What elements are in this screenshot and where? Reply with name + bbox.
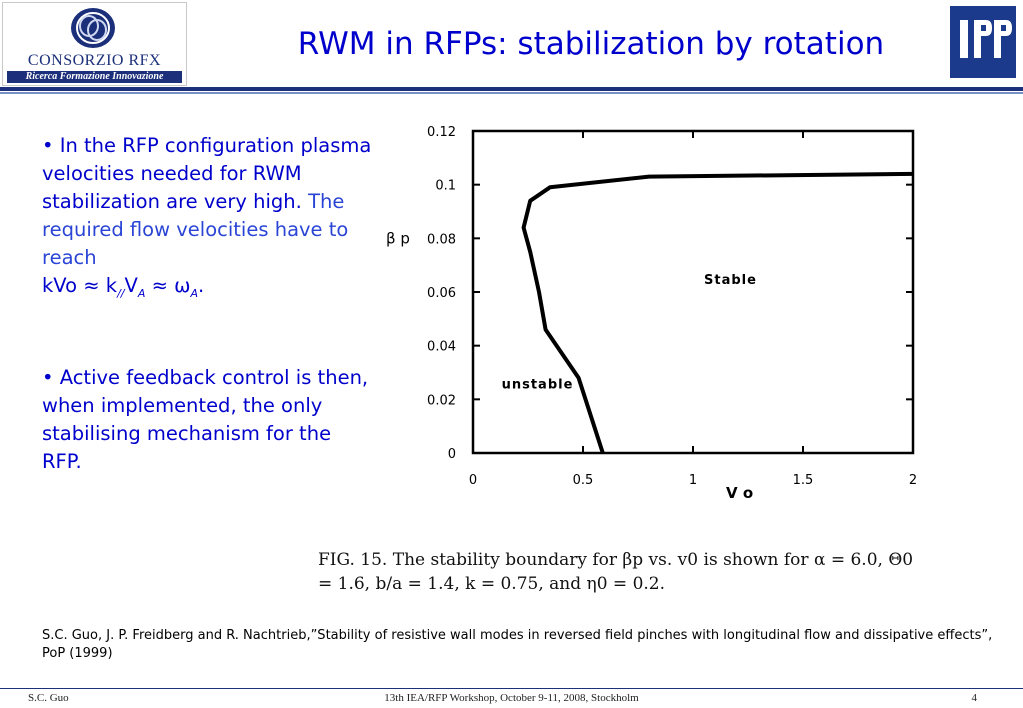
x-tick-label: 2: [909, 473, 917, 488]
rfx-logo-tagline: Ricerca Formazione Innovazione: [7, 71, 182, 83]
y-tick-label: 0.1: [435, 179, 456, 194]
y-tick-label: 0.06: [427, 286, 456, 301]
footer-divider: [0, 688, 1023, 689]
y-tick-label: 0: [448, 447, 456, 462]
y-tick-label: 0.02: [427, 393, 456, 408]
x-tick-label: 0.5: [573, 473, 594, 488]
stability-boundary-chart: 0 0.02 0.04 0.06 0.08 0.1 0.12 0 0.5 1 1.5 2 Stabl…: [386, 125, 917, 502]
footer-author: S.C. Guo: [28, 692, 69, 704]
page-number: 4: [971, 692, 978, 704]
consorzio-rfx-logo: CONSORZIO RFX Ricerca Formazione Innovaz…: [2, 2, 187, 86]
y-tick-label: 0.12: [427, 125, 456, 140]
header-divider-light: [0, 92, 1023, 94]
region-label: unstable: [502, 378, 574, 393]
header-divider: [0, 87, 1023, 91]
stability-boundary-line: [521, 171, 914, 454]
x-tick-label: 0: [469, 473, 477, 488]
figure-caption: FIG. 15. The stability boundary for βp v…: [318, 548, 998, 596]
bullet-item: • Active feedback control is then, when …: [42, 365, 369, 473]
x-tick-label: 1: [689, 473, 697, 488]
ipp-logo-icon: [960, 20, 1012, 58]
x-axis-label: V o: [726, 484, 753, 502]
region-label: Stable: [704, 273, 757, 288]
slide-title: RWM in RFPs: stabilization by rotation: [297, 26, 885, 62]
bullet-item: • In the RFP configuration plasma veloci…: [42, 132, 372, 308]
bullet-formula: kVo ≈ k//VA ≈ ωA.: [42, 274, 205, 300]
ipp-logo: [950, 6, 1016, 78]
y-tick-label: 0.04: [427, 340, 456, 355]
bullet-text: • In the RFP configuration plasma veloci…: [42, 134, 372, 213]
caption-line: = 1.6, b/a = 1.4, k = 0.75, and η0 = 0.2…: [318, 574, 666, 594]
footer-event: 13th IEA/RFP Workshop, October 9-11, 200…: [384, 692, 639, 704]
bullet-text-emphasis: The required flow velocities have to rea…: [42, 190, 349, 269]
reference-citation: S.C. Guo, J. P. Freidberg and R. Nachtri…: [42, 628, 993, 661]
x-tick-label: 1.5: [793, 473, 814, 488]
caption-line: FIG. 15. The stability boundary for βp v…: [318, 550, 914, 570]
y-axis-label: β p: [386, 229, 410, 247]
y-tick-label: 0.08: [427, 232, 456, 247]
rfx-logo-name: CONSORZIO RFX: [27, 52, 162, 69]
rfx-emblem-icon: [71, 8, 115, 48]
bullet-list: • In the RFP configuration plasma veloci…: [42, 132, 372, 532]
